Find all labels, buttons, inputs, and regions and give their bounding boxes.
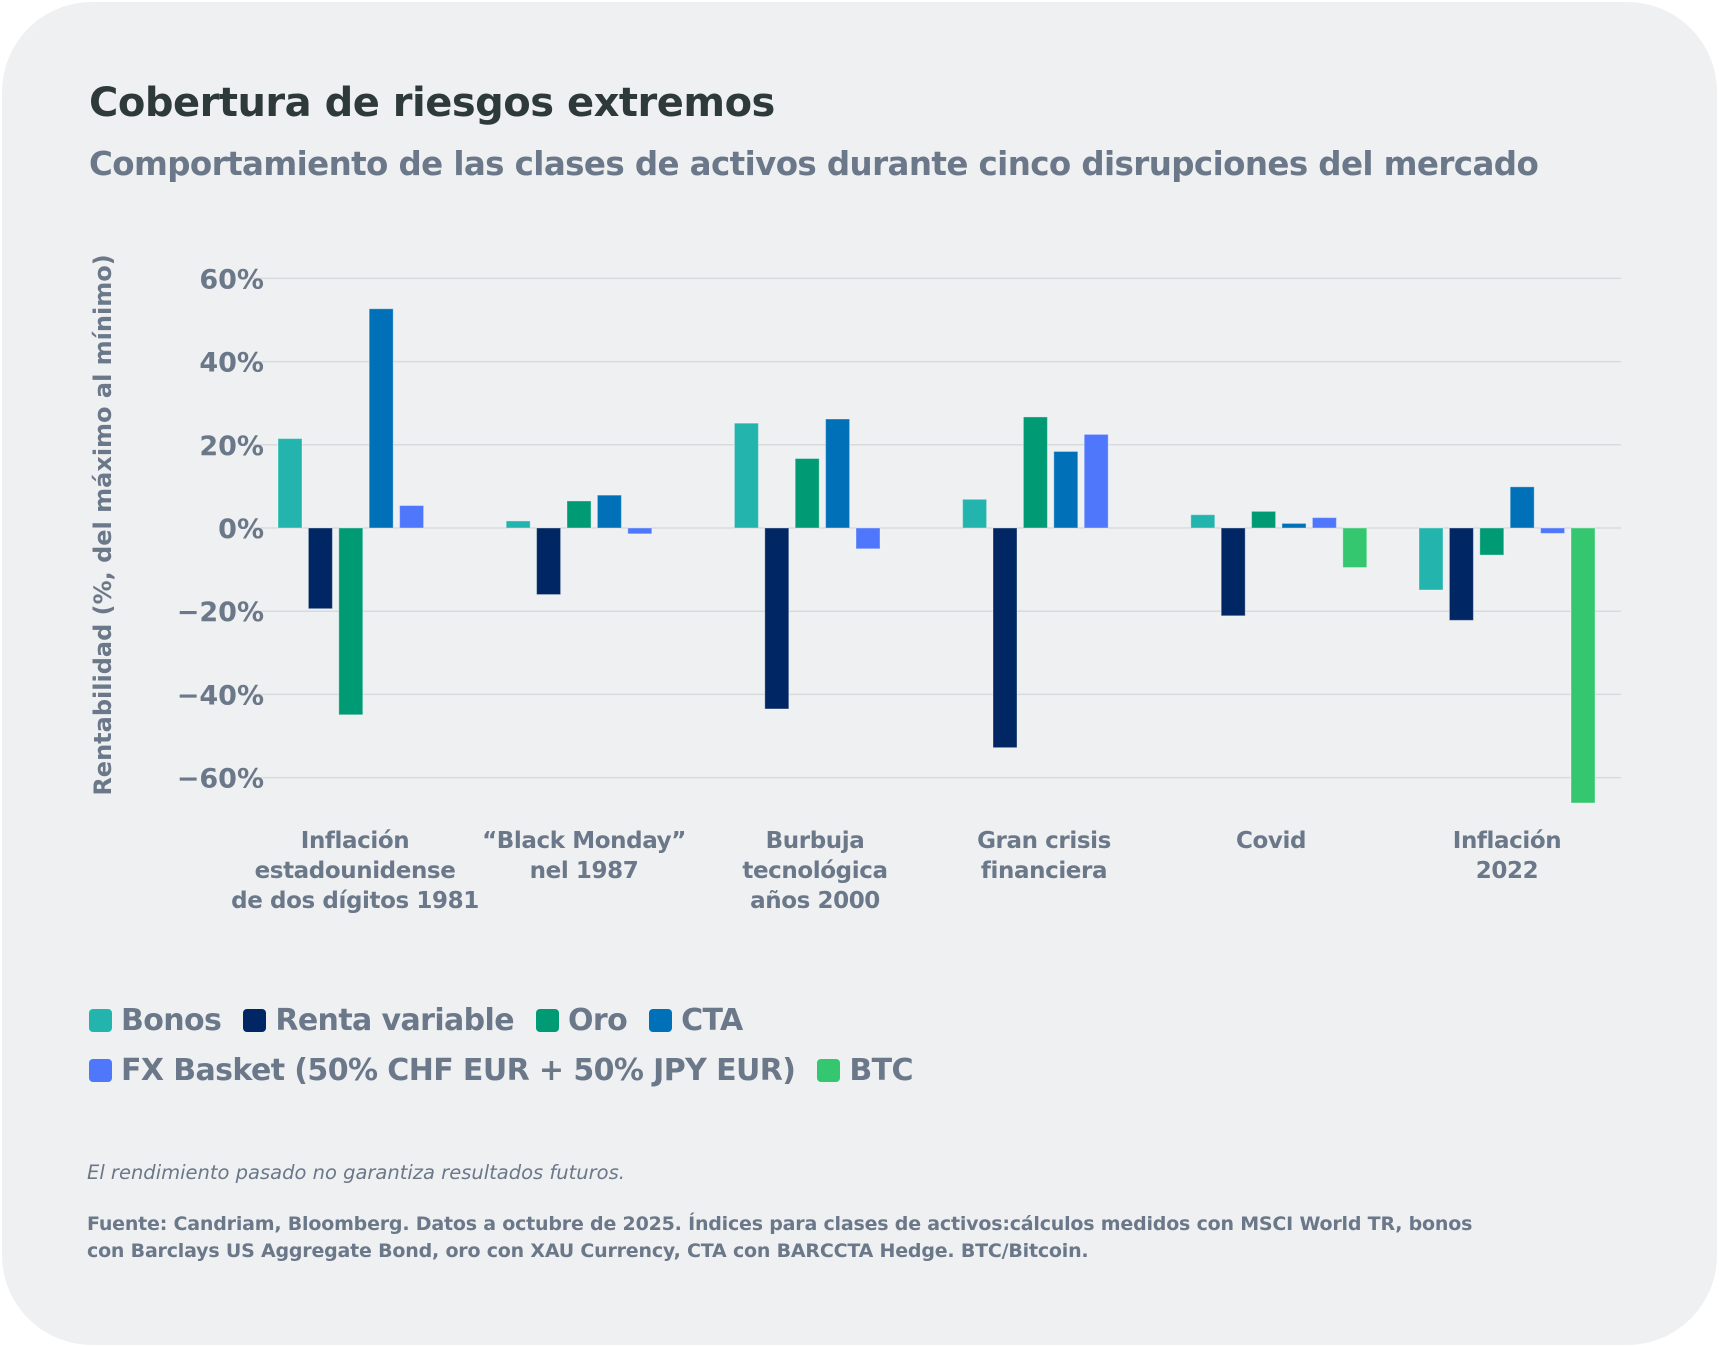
bar-bonos-1 (505, 520, 531, 529)
chart-subtitle: Comportamiento de las clases de activos … (89, 145, 1539, 183)
bar-fx-4 (1311, 517, 1337, 529)
bar-renta-3 (992, 527, 1018, 749)
x-category-line: tecnológica (742, 858, 887, 884)
bar-fx-5 (1540, 527, 1566, 534)
x-category-line: nel 1987 (530, 858, 639, 884)
legend: Bonos Renta variable Oro CTA FX Basket (50%… (89, 995, 1089, 1095)
legend-label: Bonos (121, 1002, 222, 1038)
x-category-label: Inflación estadounidense de dos dígitos 19… (231, 828, 479, 914)
legend-item: Bonos (89, 1002, 222, 1038)
bar-bonos-3 (962, 498, 988, 529)
y-tick-label: −40% (177, 680, 264, 711)
x-category-line: de dos dígitos 1981 (231, 888, 479, 914)
legend-row: FX Basket (50% CHF EUR + 50% JPY EUR) BTC (89, 1045, 1089, 1095)
bar-fx-0 (399, 505, 425, 529)
x-category-line: Inflación (301, 828, 409, 854)
legend-label: CTA (681, 1002, 743, 1038)
legend-item: BTC (817, 1052, 914, 1088)
x-category-line: estadounidense (255, 858, 456, 884)
legend-row: Bonos Renta variable Oro CTA (89, 995, 1089, 1045)
bar-renta-4 (1220, 527, 1246, 617)
bar-cta-5 (1509, 486, 1535, 529)
x-category-line: 2022 (1476, 858, 1538, 884)
bar-cta-4 (1281, 522, 1307, 529)
x-category-label: Gran crisis financiera (977, 828, 1111, 884)
source-note: Fuente: Candriam, Bloomberg. Datos a oct… (87, 1211, 1547, 1265)
bar-cta-2 (825, 418, 851, 529)
legend-item: Renta variable (243, 1002, 515, 1038)
legend-item: CTA (649, 1003, 743, 1038)
bar-renta-0 (307, 527, 333, 610)
y-tick-label: −60% (177, 764, 264, 795)
legend-swatch (89, 1058, 112, 1082)
x-category-line: financiera (981, 858, 1107, 884)
legend-swatch (817, 1058, 841, 1082)
x-axis-categories: Inflación estadounidense de dos dígitos 19… (231, 828, 1561, 914)
x-category-line: Burbuja (766, 828, 865, 854)
x-category-label: Inflación 2022 (1453, 828, 1561, 884)
x-category-line: “Black Monday” (482, 828, 686, 854)
y-tick-label: −20% (177, 597, 264, 628)
x-category-line: Inflación (1453, 828, 1561, 854)
bar-oro-1 (566, 500, 592, 529)
bar-renta-1 (536, 527, 562, 596)
bar-fx-1 (627, 527, 653, 535)
legend-label: FX Basket (50% CHF EUR + 50% JPY EUR) (121, 1052, 796, 1088)
y-tick-label: 0% (218, 514, 264, 545)
y-axis-ticks: 60% 40% 20% 0% −20% −40% −60% (177, 264, 264, 794)
bar-bonos-0 (277, 438, 303, 529)
bar-cta-0 (368, 308, 394, 529)
gridlines (252, 277, 1621, 779)
legend-item: FX Basket (50% CHF EUR + 50% JPY EUR) (89, 1052, 796, 1088)
x-category-label: “Black Monday” nel 1987 (482, 828, 686, 884)
bar-btc-4 (1342, 527, 1368, 569)
legend-item: Oro (535, 1002, 628, 1038)
bar-renta-2 (764, 527, 790, 710)
bar-oro-3 (1022, 416, 1048, 529)
bar-cta-1 (596, 494, 622, 529)
bar-bonos-4 (1190, 514, 1216, 529)
bar-fx-3 (1083, 433, 1109, 529)
bar-cta-3 (1053, 450, 1079, 529)
legend-swatch (243, 1008, 267, 1032)
legend-label: Renta variable (275, 1002, 514, 1038)
y-axis-label: Rentabilidad (%, del máximo al mínimo) (89, 254, 117, 795)
bar-bonos-5 (1418, 527, 1444, 591)
legend-swatch (535, 1008, 559, 1032)
legend-label: Oro (567, 1002, 628, 1038)
bar-fx-2 (855, 527, 881, 550)
bar-oro-4 (1251, 510, 1277, 529)
legend-label: BTC (849, 1052, 913, 1088)
source-line: Fuente: Candriam, Bloomberg. Datos a oct… (87, 1213, 1473, 1235)
x-category-line: Covid (1236, 828, 1306, 854)
bar-oro-2 (794, 458, 820, 529)
bar-renta-5 (1448, 527, 1474, 621)
bar-oro-5 (1479, 527, 1505, 556)
y-tick-label: 60% (199, 264, 264, 295)
bar-btc-5 (1570, 527, 1596, 804)
x-category-label: Covid (1236, 828, 1306, 854)
source-line: con Barclays US Aggregate Bond, oro con … (87, 1240, 1089, 1262)
y-tick-label: 20% (199, 431, 264, 462)
x-category-line: años 2000 (750, 888, 880, 914)
chart-title: Cobertura de riesgos extremos (89, 80, 775, 126)
legend-swatch (649, 1008, 673, 1032)
disclaimer: El rendimiento pasado no garantiza resul… (87, 1161, 625, 1184)
legend-swatch (89, 1008, 112, 1032)
bar-bonos-2 (733, 422, 759, 529)
y-tick-label: 40% (199, 348, 264, 379)
x-category-label: Burbuja tecnológica años 2000 (742, 828, 887, 914)
x-category-line: Gran crisis (977, 828, 1111, 854)
bars (277, 308, 1596, 804)
bar-oro-0 (338, 527, 364, 716)
